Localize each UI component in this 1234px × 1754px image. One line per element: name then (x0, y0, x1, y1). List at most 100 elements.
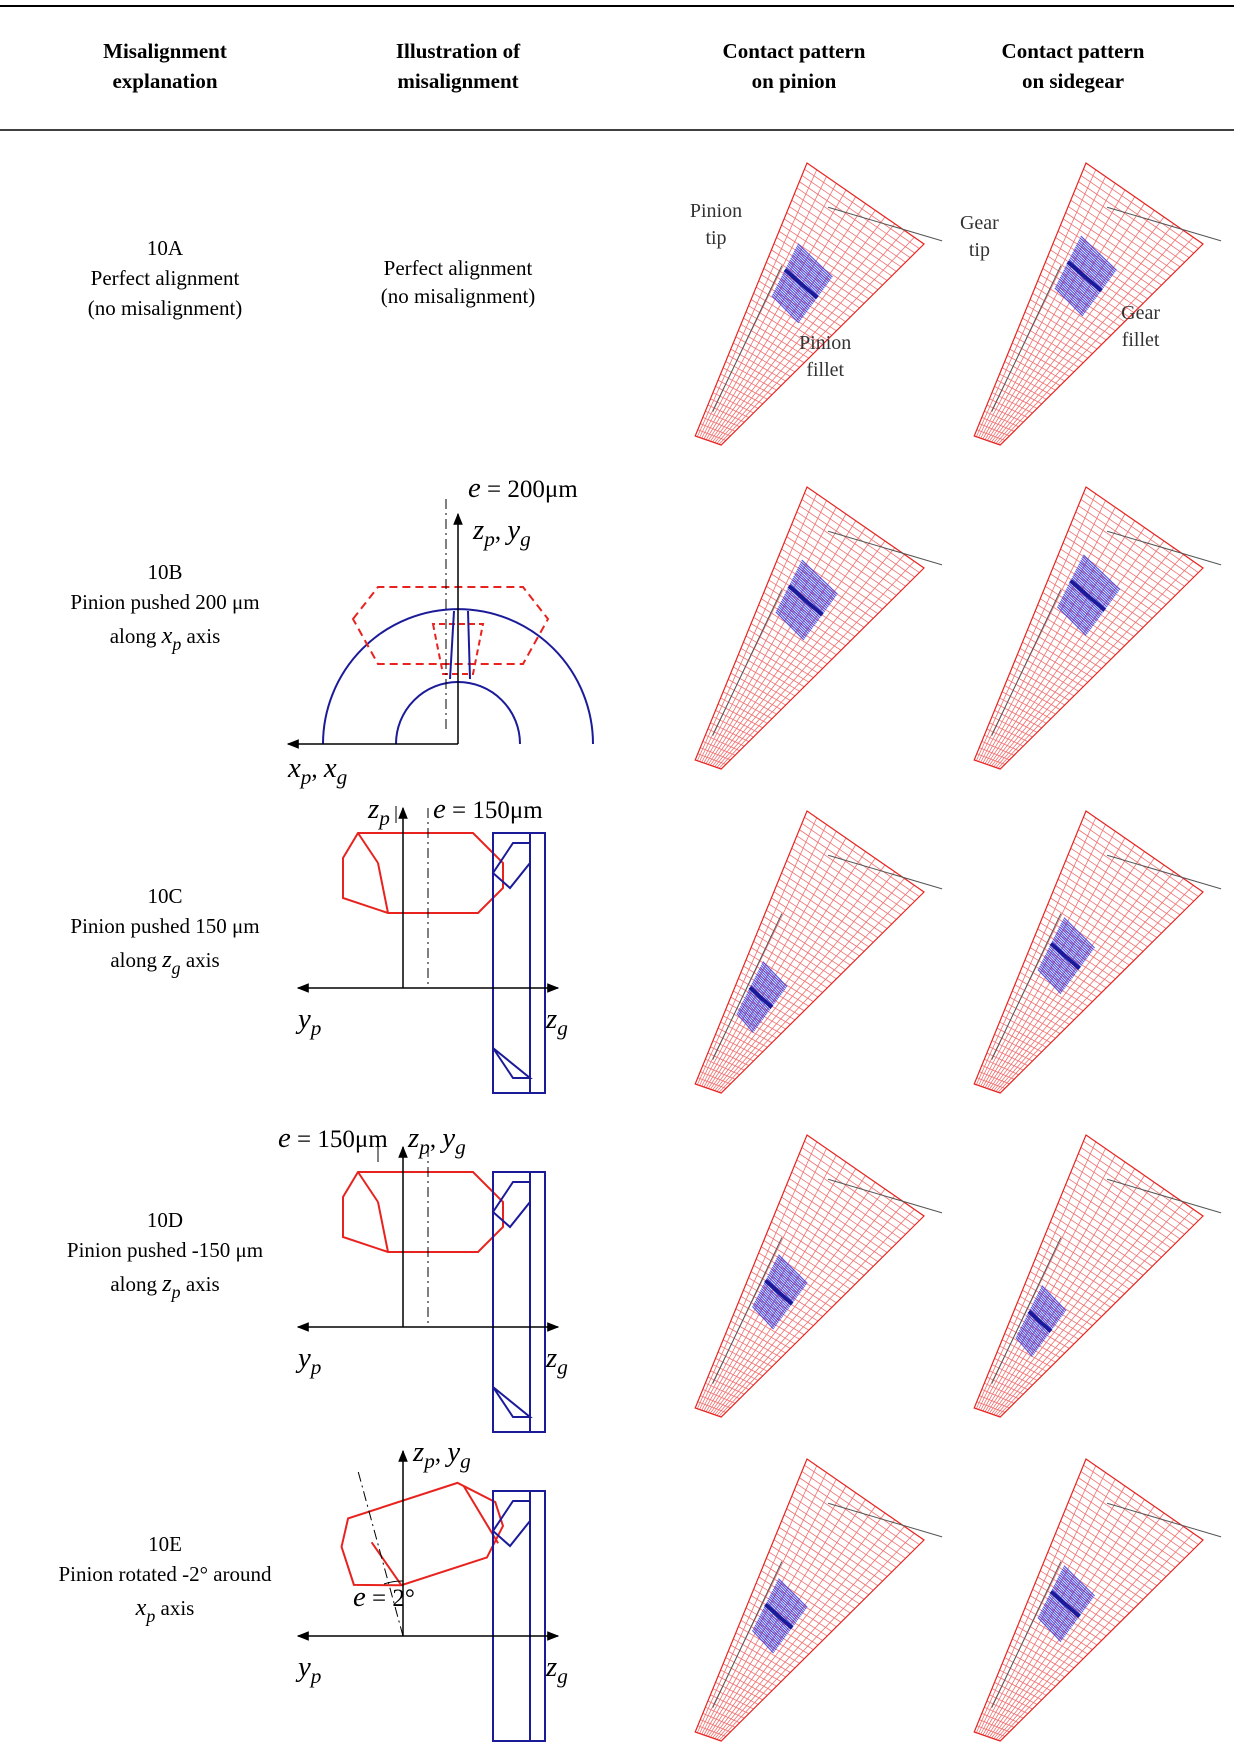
shape (694, 1134, 925, 1418)
mesh-line (718, 884, 915, 1093)
contact-line (1075, 568, 1111, 603)
contact-line (751, 1305, 775, 1330)
contact-line (1034, 1299, 1058, 1324)
region-label: Gear (960, 212, 999, 234)
shape (431, 623, 485, 675)
contact-line (1039, 965, 1064, 991)
shape (973, 162, 1204, 446)
mesh-line (995, 230, 1184, 444)
contact-line (1080, 235, 1117, 271)
contact-line (743, 998, 764, 1021)
rich-text: zp, yg (472, 514, 531, 551)
contact-line (794, 248, 830, 283)
mesh-line (989, 1182, 1155, 1414)
rich-text: xp axis (135, 1594, 195, 1626)
contact-line (736, 1012, 754, 1033)
contact-line (781, 598, 813, 630)
contact-line (1038, 967, 1063, 993)
rich-text: zp, yg (412, 1436, 471, 1473)
gear-tooth-mesh (697, 816, 920, 1093)
contact-line (759, 1291, 784, 1317)
contact-line (770, 1592, 799, 1621)
gear-tooth-mesh (697, 1140, 920, 1417)
rich-text: along zp axis (110, 1270, 219, 1302)
contact-line (1022, 1322, 1043, 1345)
contact-line (1058, 927, 1089, 958)
rich-text: along zg axis (110, 946, 219, 978)
contact-line (738, 1009, 757, 1030)
contact-line (1055, 1581, 1085, 1611)
region-label: tip (969, 239, 990, 261)
contact-line (1036, 1294, 1061, 1320)
contact-line (1062, 271, 1094, 303)
contact-line (773, 1263, 802, 1292)
contact-line (1072, 575, 1107, 610)
contact-line (783, 595, 815, 627)
variable: y (295, 1651, 311, 1683)
shape-line (991, 589, 1062, 736)
contact-line (1078, 563, 1115, 599)
subscript: g (455, 1135, 466, 1159)
contact-line (1071, 253, 1106, 287)
contact-line (1046, 1599, 1074, 1627)
variable: y (295, 1342, 311, 1374)
mesh-line (701, 831, 837, 1087)
explanation: (no misalignment) (88, 296, 243, 320)
contact-line (1064, 267, 1097, 300)
contact-line (1062, 919, 1094, 950)
contact-line (1017, 1333, 1036, 1354)
contact-path (764, 1602, 794, 1630)
variable: z (412, 1436, 424, 1468)
contact-line (1077, 241, 1114, 276)
contact-path (1066, 260, 1103, 293)
explanation: Pinion pushed 150 μm (70, 914, 259, 938)
contact-line (1044, 954, 1071, 982)
contact-line (747, 991, 768, 1014)
mesh-line (710, 210, 876, 442)
mesh-line (712, 540, 886, 767)
region-label: Pinion (690, 200, 742, 222)
contact-line (739, 1005, 759, 1027)
contact-path (748, 986, 774, 1009)
text-part: axis (181, 948, 220, 972)
mesh-line (984, 1492, 1136, 1736)
variable: e (433, 793, 446, 825)
contact-line (1062, 595, 1094, 627)
shape (973, 1458, 1204, 1742)
contact-line (767, 1275, 794, 1303)
contact-line (763, 1606, 790, 1634)
text-part: , (435, 1440, 448, 1467)
shape (973, 1134, 1204, 1418)
contact-line (788, 261, 822, 294)
mesh-line (997, 560, 1194, 769)
shape (342, 1171, 504, 1253)
gear-body (492, 1171, 546, 1433)
mesh-line (697, 169, 818, 437)
contact-line (754, 977, 778, 1002)
shape (492, 1386, 533, 1418)
contact-line (1053, 1584, 1083, 1614)
gear-tooth-mesh (697, 1464, 920, 1741)
contact-line (1065, 590, 1098, 622)
contact-line (1062, 1567, 1094, 1598)
contact-line (1065, 588, 1099, 621)
contact-line (1039, 1613, 1064, 1639)
shape-line (991, 265, 1062, 412)
contact-line (782, 273, 814, 305)
contact-line (753, 979, 776, 1003)
contact-line (759, 1615, 784, 1641)
contact-line (1048, 1595, 1076, 1624)
contact-line (769, 1596, 797, 1624)
contact-line (1079, 237, 1116, 273)
contact-line (1059, 276, 1091, 307)
mesh-line (995, 554, 1184, 768)
contact-line (798, 565, 835, 600)
contact-line (785, 591, 818, 624)
contact-line (1073, 574, 1108, 608)
shape (973, 486, 1204, 770)
mesh-line (982, 189, 1126, 440)
contact-line (1056, 1579, 1086, 1610)
contact-line (772, 293, 801, 322)
contact-line (792, 577, 827, 611)
